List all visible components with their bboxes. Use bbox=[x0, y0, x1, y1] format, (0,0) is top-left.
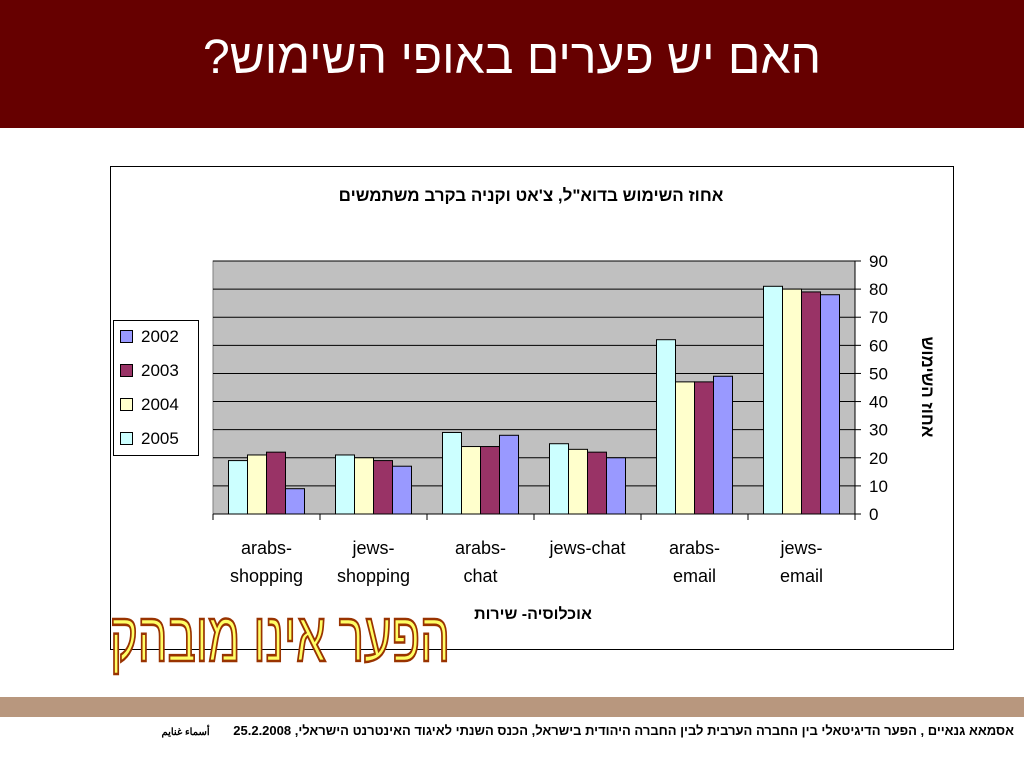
bar-2004 bbox=[568, 448, 588, 515]
x-tick-label: arabs- bbox=[669, 538, 720, 558]
bar-2004 bbox=[461, 446, 481, 515]
plot-area bbox=[212, 260, 856, 515]
bar-2005 bbox=[335, 454, 355, 515]
y-tick-label: 0 bbox=[869, 505, 878, 524]
x-tick-label: jews- bbox=[351, 538, 394, 558]
overlay-text: הפער אינו מובהק bbox=[110, 599, 450, 676]
overlay-annotation: הפער אינו מובהק bbox=[109, 598, 451, 676]
y-tick-label: 40 bbox=[869, 393, 888, 412]
legend-swatch-2003 bbox=[120, 364, 133, 378]
footer-author-name: أسماء غنايم bbox=[161, 727, 210, 738]
slide-header: האם יש פערים באופי השימוש? bbox=[0, 0, 1024, 128]
legend-swatch-2005 bbox=[120, 432, 133, 446]
legend-item-2003: 2003 bbox=[120, 361, 179, 381]
legend-label-2005: 2005 bbox=[141, 429, 179, 448]
x-tick-label: chat bbox=[463, 566, 497, 586]
bar-2002 bbox=[285, 488, 305, 515]
x-tick-label: shopping bbox=[230, 566, 303, 586]
legend-item-2004: 2004 bbox=[120, 395, 179, 415]
legend-label-2003: 2003 bbox=[141, 361, 179, 380]
legend-swatch-2002 bbox=[120, 330, 133, 344]
bar-2002 bbox=[606, 457, 626, 515]
y-tick-label: 20 bbox=[869, 449, 888, 468]
legend-label-2004: 2004 bbox=[141, 395, 179, 414]
bar-2003 bbox=[373, 460, 393, 515]
y-tick-label: 10 bbox=[869, 477, 888, 496]
x-tick-label: email bbox=[780, 566, 823, 586]
x-tick-label: shopping bbox=[337, 566, 410, 586]
legend-label-2002: 2002 bbox=[141, 327, 179, 346]
chart-title: אחוז השימוש בדוא"ל, צ'אט וקניה בקרב משתמ… bbox=[338, 186, 724, 205]
y-tick-label: 90 bbox=[869, 252, 888, 271]
legend-item-2005: 2005 bbox=[120, 429, 179, 449]
y-tick-label: 60 bbox=[869, 336, 888, 355]
y-tick-label: 30 bbox=[869, 421, 888, 440]
bar-2004 bbox=[354, 457, 374, 515]
chart-legend: 2002 2003 2004 2005 bbox=[113, 320, 199, 456]
bar-2002 bbox=[820, 294, 840, 515]
bar-2003 bbox=[480, 446, 500, 515]
footer-citation: אסמאא גנאיים , הפער הדיגיטאלי בין החברה … bbox=[14, 722, 1014, 742]
bar-2005 bbox=[656, 339, 676, 515]
bar-2003 bbox=[694, 381, 714, 515]
x-axis-label: אוכלוסיה- שירות bbox=[474, 605, 592, 623]
x-tick-label: arabs- bbox=[455, 538, 506, 558]
legend-swatch-2004 bbox=[120, 398, 133, 412]
bar-2005 bbox=[549, 443, 569, 515]
bar-2003 bbox=[266, 451, 286, 515]
bar-2005 bbox=[228, 460, 248, 515]
legend-item-2002: 2002 bbox=[120, 327, 179, 347]
bar-2003 bbox=[801, 291, 821, 515]
bar-2004 bbox=[782, 288, 802, 515]
bar-2002 bbox=[713, 375, 733, 515]
y-tick-label: 80 bbox=[869, 280, 888, 299]
bar-2005 bbox=[442, 431, 462, 515]
x-tick-label: jews-chat bbox=[548, 538, 625, 558]
bar-2004 bbox=[675, 381, 695, 515]
slide-title: האם יש פערים באופי השימוש? bbox=[202, 31, 822, 84]
bar-2005 bbox=[763, 285, 783, 515]
x-tick-label: arabs- bbox=[241, 538, 292, 558]
bar-2004 bbox=[247, 454, 267, 515]
x-tick-label: email bbox=[673, 566, 716, 586]
bar-2002 bbox=[499, 434, 519, 515]
footer-main-text: אסמאא גנאיים , הפער הדיגיטאלי בין החברה … bbox=[233, 723, 1014, 738]
bar-2003 bbox=[587, 451, 607, 515]
x-tick-label: jews- bbox=[779, 538, 822, 558]
footer-bar bbox=[0, 697, 1024, 717]
y-tick-label: 50 bbox=[869, 364, 888, 383]
y-tick-label: 70 bbox=[869, 308, 888, 327]
y-axis-label: אחוז השימוש bbox=[918, 337, 937, 438]
bar-2002 bbox=[392, 465, 412, 515]
